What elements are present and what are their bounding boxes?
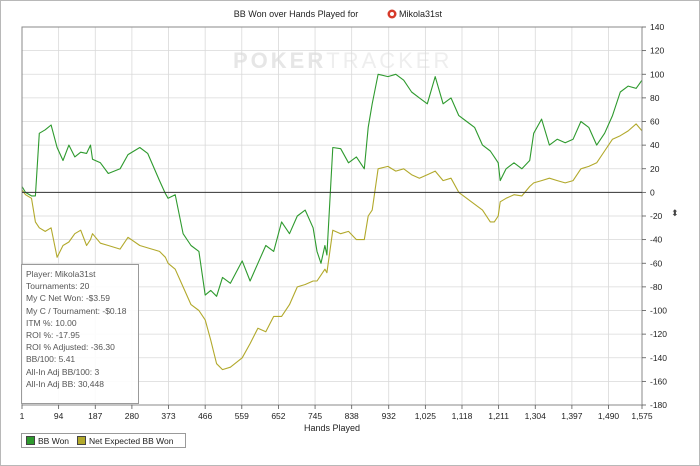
x-tick-label: 1,118 bbox=[452, 411, 473, 421]
y-tick-label: -60 bbox=[650, 258, 663, 268]
stats-row: All-In Adj BB/100: 3 bbox=[26, 366, 100, 377]
legend-label: BB Won bbox=[38, 435, 70, 446]
x-tick-label: 838 bbox=[345, 411, 359, 421]
x-tick-label: 1 bbox=[20, 411, 25, 421]
y-tick-label: -80 bbox=[650, 282, 663, 292]
x-tick-label: 373 bbox=[161, 411, 175, 421]
y-tick-label: -100 bbox=[650, 306, 667, 316]
x-tick-label: 1,397 bbox=[561, 411, 583, 421]
y-tick-label: 140 bbox=[650, 22, 664, 32]
legend-item[interactable]: BB Won bbox=[26, 436, 69, 446]
y-tick-label: -40 bbox=[650, 235, 663, 245]
x-tick-label: 559 bbox=[235, 411, 249, 421]
stats-panel: Player: Mikola31st Tournaments: 20 My C Ne… bbox=[21, 264, 139, 404]
y-tick-label: -140 bbox=[650, 353, 667, 363]
x-tick-label: 1,304 bbox=[525, 411, 547, 421]
chart-title: BB Won over Hands Played for bbox=[234, 9, 358, 19]
x-tick-label: 187 bbox=[88, 411, 102, 421]
y-tick-label: -120 bbox=[650, 329, 667, 339]
series-line bbox=[21, 73, 643, 297]
axis-settings-icon[interactable]: ⬍ bbox=[671, 208, 679, 218]
legend-item[interactable]: Net Expected BB Won bbox=[77, 436, 173, 446]
series-line bbox=[21, 123, 643, 371]
y-tick-label: 80 bbox=[650, 93, 660, 103]
x-tick-label: 94 bbox=[54, 411, 64, 421]
stats-row: My C Net Won: -$3.59 bbox=[26, 293, 110, 304]
x-tick-label: 466 bbox=[198, 411, 212, 421]
axes: 140 120 100 80 60 40 20 0 -20 -40 -60 -80 -100 -120 -1… bbox=[20, 9, 668, 433]
chart-player-name: Mikola31st bbox=[399, 9, 443, 19]
legend-swatch bbox=[77, 436, 87, 445]
x-tick-label: 932 bbox=[382, 411, 396, 421]
stats-row: My C / Tournament: -$0.18 bbox=[26, 305, 127, 316]
x-tick-label: 1,025 bbox=[415, 411, 437, 421]
x-tick-label: 1,211 bbox=[488, 411, 509, 421]
legend: BB Won Net Expected BB Won bbox=[21, 433, 186, 448]
y-tick-label: 60 bbox=[650, 117, 660, 127]
poker-chip-icon-center bbox=[390, 12, 394, 16]
y-tick-label: -160 bbox=[650, 376, 667, 386]
legend-swatch bbox=[26, 436, 35, 445]
stats-row: All-In Adj BB: 30,448 bbox=[26, 378, 104, 389]
stats-row: Tournaments: 20 bbox=[26, 281, 90, 292]
legend-label: Net Expected BB Won bbox=[89, 435, 174, 446]
x-tick-label: 1,490 bbox=[598, 411, 620, 421]
x-tick-label: 1,575 bbox=[631, 411, 653, 421]
x-axis-label: Hands Played bbox=[304, 423, 360, 433]
stats-row: Player: Mikola31st bbox=[26, 269, 96, 279]
series-lines bbox=[21, 73, 643, 371]
stats-row: ITM %: 10.00 bbox=[26, 317, 77, 328]
x-tick-label: 280 bbox=[125, 411, 139, 421]
stats-row: ROI % Adjusted: -36.30 bbox=[26, 342, 115, 353]
x-tick-label: 652 bbox=[271, 411, 285, 421]
y-tick-label: 120 bbox=[650, 46, 664, 56]
y-tick-label: -20 bbox=[650, 211, 663, 221]
y-tick-label: -180 bbox=[650, 400, 667, 410]
stats-row: ROI %: -17.95 bbox=[26, 329, 80, 340]
y-tick-label: 20 bbox=[650, 164, 660, 174]
y-tick-label: 40 bbox=[650, 140, 660, 150]
x-tick-label: 745 bbox=[308, 411, 322, 421]
y-tick-label: 100 bbox=[650, 69, 664, 79]
y-tick-label: 0 bbox=[650, 187, 655, 197]
stats-row: BB/100: 5.41 bbox=[26, 354, 76, 365]
